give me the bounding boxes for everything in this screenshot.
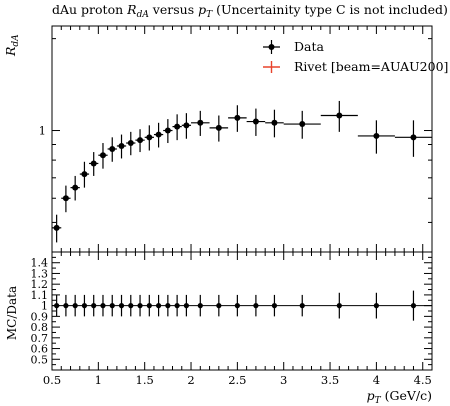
ratio-point xyxy=(91,303,97,309)
axis-ticks xyxy=(51,26,433,370)
ratio-point xyxy=(373,303,379,309)
y-tick-label-ratio: 1.1 xyxy=(31,289,49,302)
data-point xyxy=(234,114,241,121)
x-tick-label: 2.5 xyxy=(228,373,246,387)
data-point xyxy=(137,137,144,144)
main-y-axis-label: RdA xyxy=(3,34,21,57)
x-tick-label: 1 xyxy=(95,373,102,387)
data-point xyxy=(373,132,380,139)
ratio-point xyxy=(146,303,152,309)
data-point xyxy=(109,145,116,152)
ratio-point xyxy=(299,303,305,309)
data-point xyxy=(197,119,204,126)
data-point xyxy=(155,131,162,138)
ratio-point xyxy=(234,303,240,309)
data-point xyxy=(62,195,69,202)
x-tick-label: 4.5 xyxy=(414,373,432,387)
y-tick-label-ratio: 0.9 xyxy=(31,310,49,323)
ratio-point xyxy=(109,303,115,309)
ratio-data-points xyxy=(54,290,417,321)
data-point xyxy=(299,121,306,128)
x-tick-labels: 0.5 1 1.5 2 2.5 3 3.5 4 4.5 xyxy=(43,373,432,387)
ratio-point xyxy=(165,303,171,309)
x-tick-label: 0.5 xyxy=(43,373,61,387)
x-tick-label: 4 xyxy=(373,373,380,387)
ratio-point xyxy=(271,303,278,309)
ratio-point xyxy=(128,303,134,309)
data-point xyxy=(164,127,171,134)
x-tick-label: 2 xyxy=(187,373,194,387)
y-tick-label-main: 1 xyxy=(39,124,46,138)
data-point xyxy=(127,140,134,147)
ratio-point xyxy=(63,303,69,309)
data-point xyxy=(215,124,222,131)
y-tick-label-ratio: 0.7 xyxy=(31,332,49,345)
x-tick-label: 1.5 xyxy=(136,373,154,387)
ratio-point xyxy=(183,303,189,309)
data-point xyxy=(146,134,153,141)
ratio-point xyxy=(118,303,125,309)
y-tick-labels: 10.50.60.70.80.911.11.21.31.4 xyxy=(31,124,49,367)
y-tick-label-ratio: 1.4 xyxy=(31,257,49,270)
ratio-point xyxy=(174,303,180,309)
data-point xyxy=(410,134,417,141)
x-axis-label: pT (GeV/c) xyxy=(367,388,432,406)
y-tick-label-ratio: 1 xyxy=(41,300,48,313)
ratio-point xyxy=(253,303,259,309)
ratio-y-axis-label: MC/Data xyxy=(5,286,19,340)
data-point xyxy=(174,123,181,130)
ratio-point xyxy=(81,303,88,309)
data-point xyxy=(183,122,190,129)
ratio-point xyxy=(216,303,222,309)
data-point xyxy=(90,160,97,167)
legend-data-label: Data xyxy=(294,39,324,54)
legend: Data Rivet [beam=AUAU200] [c xyxy=(263,39,450,74)
y-tick-label-ratio: 0.6 xyxy=(31,343,49,356)
ratio-point xyxy=(336,303,342,309)
x-tick-label: 3.5 xyxy=(321,373,339,387)
ratio-panel-frame xyxy=(51,251,433,371)
y-tick-label-ratio: 1.3 xyxy=(31,267,49,280)
data-point xyxy=(336,112,343,119)
ratio-point xyxy=(410,303,417,309)
legend-mc-label: Rivet [beam=AUAU200] [c xyxy=(294,59,450,74)
data-point xyxy=(271,119,278,126)
ratio-point xyxy=(54,303,60,309)
main-data-points xyxy=(52,100,432,243)
ratio-point xyxy=(155,303,162,309)
data-point xyxy=(118,142,125,149)
legend-data-marker xyxy=(268,44,275,50)
data-point xyxy=(53,224,60,231)
ratio-point xyxy=(72,303,78,309)
data-point xyxy=(99,152,106,159)
ratio-point xyxy=(137,303,143,309)
ratio-point xyxy=(100,303,106,309)
chart-title: dAu proton RdA versus pT (Uncertainity t… xyxy=(52,2,448,20)
data-point xyxy=(81,171,88,178)
data-point xyxy=(252,118,259,125)
y-tick-label-ratio: 0.8 xyxy=(31,321,49,334)
y-tick-label-ratio: 0.5 xyxy=(31,353,49,366)
data-point xyxy=(72,184,79,191)
y-tick-label-ratio: 1.2 xyxy=(31,278,49,291)
x-tick-label: 3 xyxy=(280,373,287,387)
ratio-point xyxy=(197,303,203,309)
